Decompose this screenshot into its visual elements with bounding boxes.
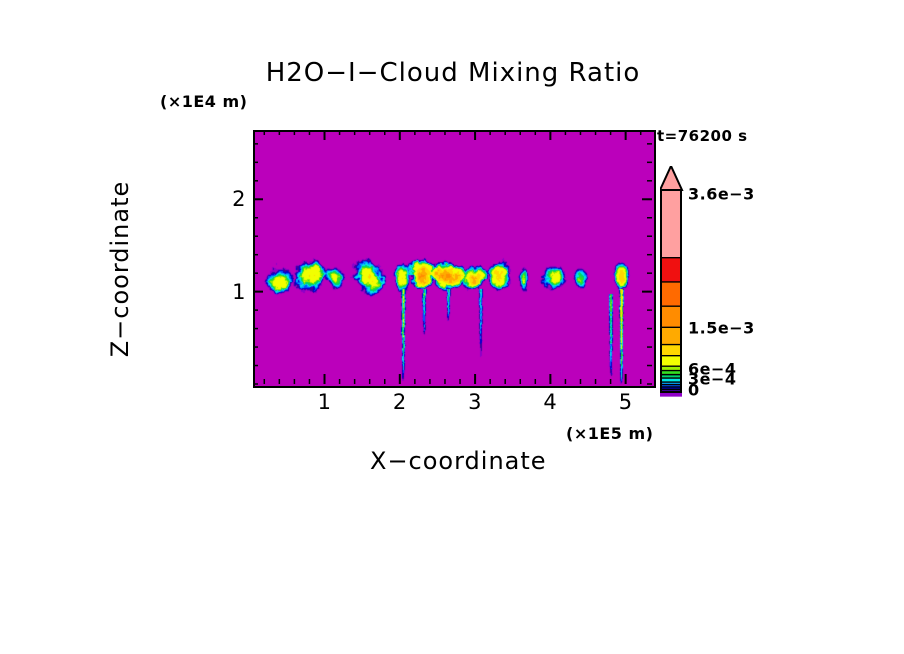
x-tick-label: 5 (618, 390, 633, 414)
colorbar-band (660, 306, 682, 328)
x-tick-label: 3 (468, 390, 483, 414)
colorbar-band (660, 392, 682, 397)
colorbar-band (660, 327, 682, 346)
y-axis-title: Z−coordinate (106, 180, 134, 358)
colorbar-arrow-head (660, 166, 684, 191)
colorbar-tick-label: 0 (688, 380, 700, 400)
colorbar-band (660, 190, 682, 259)
colorbar-band (660, 378, 682, 383)
colorbar-tick-label: 1.5e−3 (688, 318, 755, 338)
colorbar-band (660, 384, 682, 388)
x-tick-label: 2 (392, 390, 407, 414)
colorbar-swatches (660, 166, 684, 397)
contour-field-canvas (255, 132, 654, 386)
colorbar-band (660, 281, 682, 307)
x-axis-title: X−coordinate (370, 447, 547, 475)
y-tick-label: 1 (232, 279, 246, 304)
x-axis-units-label: (×1E5 m) (566, 424, 654, 443)
colorbar-band (660, 382, 682, 386)
colorbar-band (660, 374, 682, 379)
contour-plot-area (253, 130, 656, 388)
colorbar-band (660, 355, 682, 367)
colorbar-tick-label: 6e−4 (688, 359, 737, 379)
colorbar-tick-label: 3e−4 (688, 369, 737, 389)
colorbar-band (660, 344, 682, 357)
colorbar-band (660, 389, 682, 393)
colorbar-band (660, 257, 682, 283)
colorbar-band (660, 370, 682, 376)
colorbar-band (660, 366, 682, 372)
y-tick-label: 2 (232, 187, 246, 212)
time-annotation: t=76200 s (657, 127, 748, 145)
y-axis-units-label: (×1E4 m) (160, 92, 248, 111)
colorbar-band (660, 386, 682, 390)
page-title: H2O−I−Cloud Mixing Ratio (265, 58, 641, 88)
x-tick-label: 4 (543, 390, 558, 414)
colorbar-tick-label: 3.6e−3 (688, 184, 755, 204)
colorbar-border (660, 189, 682, 393)
x-tick-label: 1 (317, 390, 332, 414)
